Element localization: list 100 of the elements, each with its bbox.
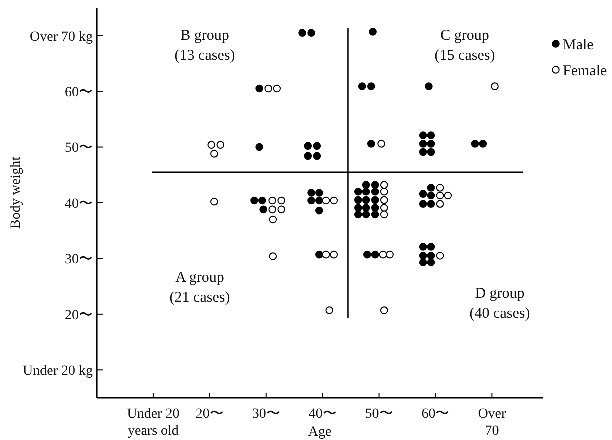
- point: [316, 196, 324, 205]
- point: [380, 306, 388, 314]
- point: [316, 189, 324, 197]
- point: [419, 258, 428, 267]
- point: [379, 250, 388, 259]
- point: [326, 306, 334, 314]
- point: [258, 196, 266, 205]
- point: [250, 196, 258, 205]
- point: [316, 250, 324, 259]
- point: [427, 192, 436, 200]
- point: [369, 28, 377, 36]
- x-axis-title: Age: [308, 425, 332, 440]
- point: [367, 140, 376, 148]
- point: [362, 181, 370, 190]
- point: [362, 204, 370, 212]
- x-tick-label: Under 20 years old: [127, 407, 180, 439]
- point: [269, 216, 278, 224]
- point: [364, 250, 372, 259]
- point: [278, 206, 286, 214]
- x-tick-label: Over 70: [478, 407, 507, 439]
- point: [362, 196, 370, 204]
- point: [278, 196, 286, 205]
- point: [358, 82, 366, 90]
- y-axis-title: Body weight: [9, 156, 24, 229]
- point: [419, 148, 428, 156]
- x-tick-label: 30〜: [252, 407, 280, 422]
- point: [444, 192, 452, 200]
- point: [436, 252, 444, 260]
- point: [208, 141, 216, 149]
- point: [427, 243, 436, 251]
- point: [316, 206, 324, 215]
- point: [419, 190, 428, 198]
- point: [256, 143, 264, 152]
- legend-label: Male: [563, 37, 594, 54]
- point: [216, 141, 225, 149]
- point: [322, 250, 330, 259]
- point: [304, 152, 312, 160]
- point: [304, 142, 312, 150]
- point: [380, 188, 388, 196]
- point: [371, 250, 380, 259]
- point: [380, 181, 388, 190]
- point: [210, 150, 218, 158]
- y-tick-label: 20〜: [65, 308, 93, 324]
- y-tick-label: Over 70 kg: [30, 30, 93, 45]
- point: [427, 200, 436, 208]
- point: [354, 204, 362, 212]
- point: [386, 250, 394, 259]
- point: [362, 188, 370, 196]
- y-tick-label: Under 20 kg: [23, 364, 93, 380]
- point: [298, 29, 306, 37]
- point: [471, 140, 480, 148]
- point: [419, 243, 428, 251]
- legend-label: Female: [563, 63, 608, 80]
- point: [419, 140, 428, 148]
- point: [427, 132, 436, 140]
- point: [308, 196, 316, 205]
- point: [419, 252, 428, 260]
- point: [427, 140, 436, 148]
- annotation: A group (21 cases): [170, 270, 230, 306]
- point: [427, 252, 436, 260]
- point: [371, 210, 380, 219]
- point: [210, 198, 218, 206]
- point: [425, 82, 433, 90]
- point: [436, 200, 444, 208]
- x-tick-label: 20〜: [196, 407, 224, 422]
- point: [380, 210, 388, 219]
- point: [256, 84, 264, 93]
- point: [427, 258, 436, 267]
- point: [354, 188, 362, 196]
- point: [308, 189, 316, 197]
- x-tick-label: 60〜: [422, 407, 450, 422]
- point: [362, 210, 370, 219]
- point: [313, 142, 322, 150]
- point: [479, 140, 488, 148]
- point: [371, 204, 380, 212]
- y-tick-label: 30〜: [65, 252, 93, 268]
- point: [380, 196, 388, 204]
- point: [269, 252, 278, 260]
- point: [354, 196, 362, 204]
- point: [322, 196, 330, 205]
- point: [354, 210, 362, 219]
- point: [330, 196, 338, 205]
- y-tick-label: 40〜: [65, 196, 93, 212]
- point: [419, 200, 428, 208]
- y-tick-label: 60〜: [65, 85, 93, 100]
- point: [436, 184, 444, 192]
- point: [427, 148, 436, 156]
- point: [367, 82, 376, 90]
- point: [330, 250, 338, 259]
- point: [436, 192, 444, 200]
- point: [371, 188, 380, 196]
- point: [380, 204, 388, 212]
- annotation: D group (40 cases): [470, 286, 530, 322]
- point: [268, 196, 276, 205]
- point: [260, 206, 268, 214]
- point: [371, 181, 380, 190]
- annotation: B group (13 cases): [174, 28, 236, 64]
- point: [273, 84, 281, 93]
- point: [264, 84, 273, 93]
- annotation: C group (15 cases): [434, 28, 496, 64]
